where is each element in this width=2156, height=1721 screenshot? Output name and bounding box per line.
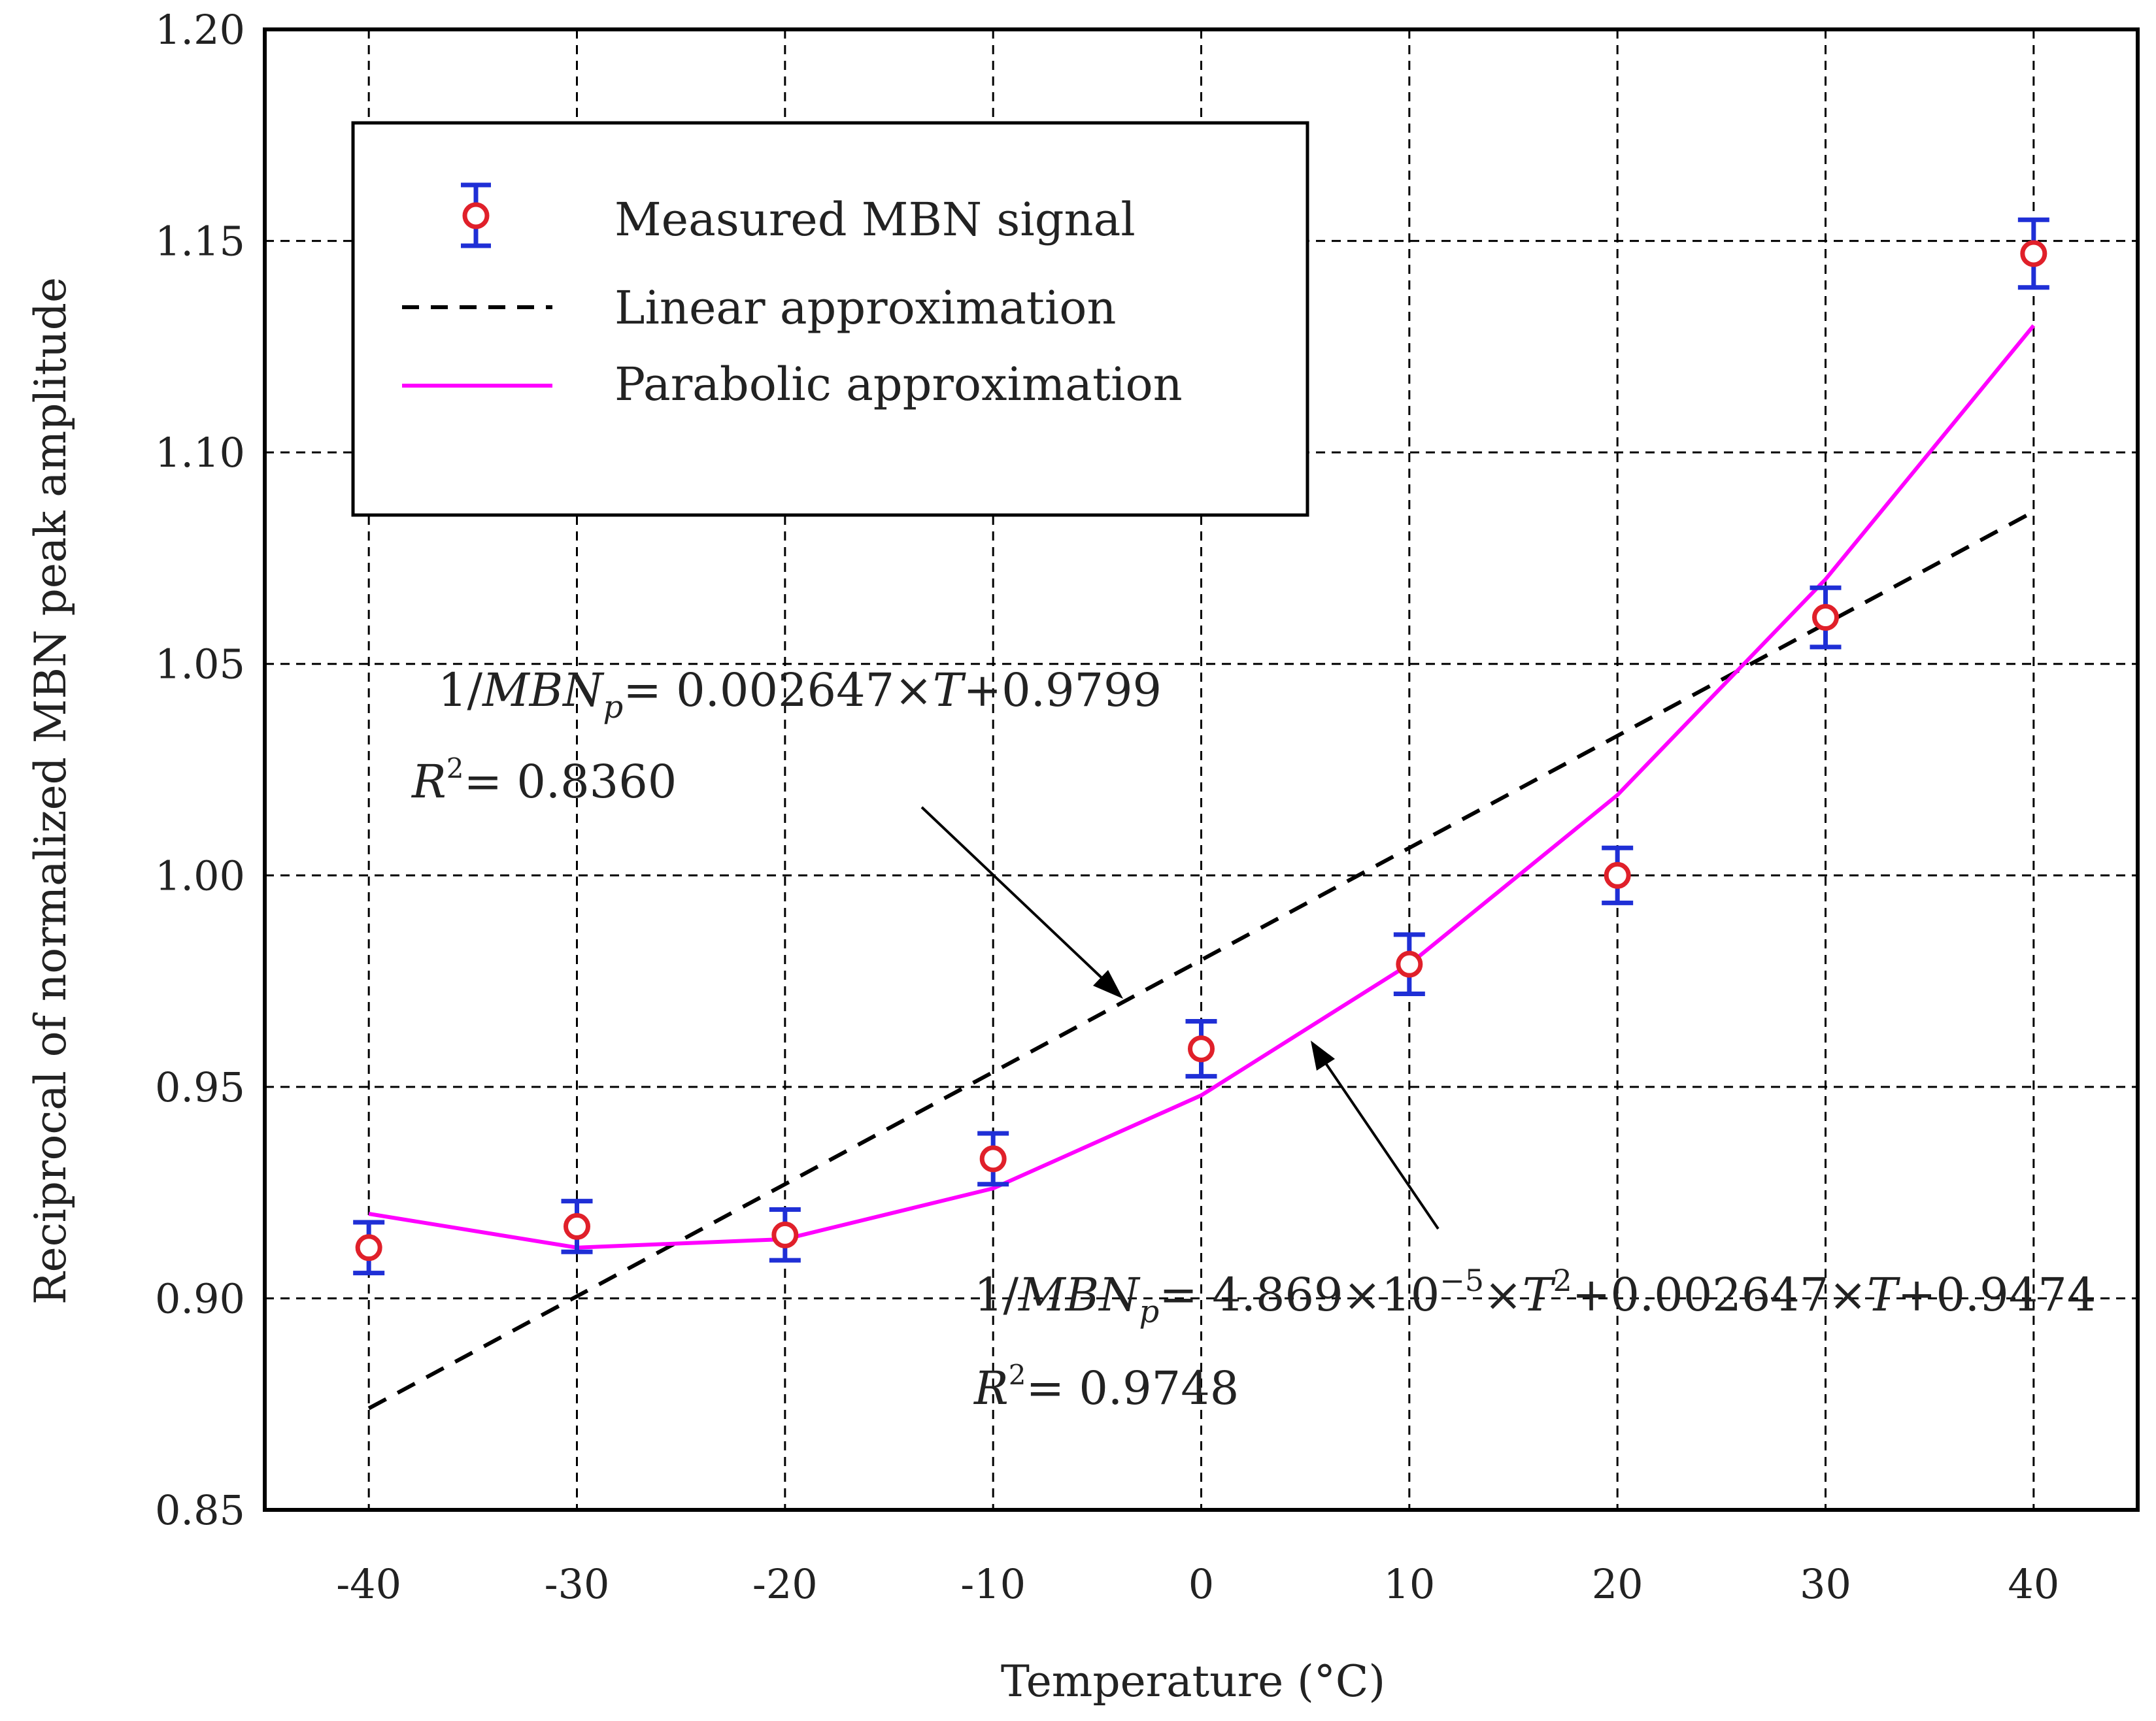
linear-fit-line [367,510,2035,1411]
parabolic-arrowhead [1311,1041,1335,1071]
x-tick-label: 10 [1383,1560,1435,1608]
annotation-parabolic: 1/MBNp= 4.869×10−5×T2+0.002647×T+0.9474 … [973,1041,2096,1415]
measured-marker [1188,1035,1215,1063]
measured-point [1602,845,1634,905]
measured-point [1810,585,1842,650]
parabolic-equation: 1/MBNp= 4.869×10−5×T2+0.002647×T+0.9474 [974,1263,2096,1330]
x-tick-label: 0 [1188,1560,1214,1608]
x-tick-label: -30 [545,1560,610,1608]
measured-marker [1396,950,1423,978]
legend-label-measured: Measured MBN signal [615,193,1136,246]
linear-equation: 1/MBNp= 0.002647×T+0.9799 [438,663,1162,726]
parabolic-arrow [1319,1054,1440,1230]
series-layer [353,217,2049,1411]
y-tick-label: 1.15 [155,218,245,265]
x-tick-labels: -40 -30 -20 -10 0 10 20 30 40 [336,1560,2059,1608]
measured-point [977,1131,1009,1187]
y-axis-title: Reciprocal of normalized MBN peak amplit… [25,277,76,1305]
legend: Measured MBN signal Linear approximation… [351,121,1309,517]
x-tick-label: 40 [2008,1560,2059,1608]
linear-arrowhead [1093,970,1123,999]
measured-marker [1812,604,1839,631]
plot-frame [263,27,2140,1512]
measured-marker [355,1234,382,1262]
x-tick-label: 30 [1800,1560,1851,1608]
measured-point [353,1220,385,1276]
y-tick-label: 1.00 [155,852,245,899]
x-tick-label: -10 [960,1560,1026,1608]
y-tick-label: 1.10 [155,429,245,476]
x-tick-label: -40 [336,1560,401,1608]
measured-marker [564,1212,590,1240]
x-tick-label: -20 [752,1560,818,1608]
parabolic-r2: R2= 0.9748 [973,1359,1239,1415]
x-tick-label: 20 [1592,1560,1643,1608]
annotation-linear: 1/MBNp= 0.002647×T+0.9799 R2= 0.8360 [411,663,1162,999]
measured-point [561,1199,593,1254]
y-tick-label: 1.20 [155,6,245,54]
legend-box [351,121,1309,517]
y-tick-label: 0.85 [155,1486,245,1534]
measured-marker [1604,861,1631,889]
y-tick-label: 0.90 [155,1275,245,1322]
linear-arrow [920,806,1113,988]
measured-point [1393,932,1425,996]
measured-point [769,1207,801,1263]
measured-marker [771,1221,799,1248]
x-axis-title: Temperature (°C) [1001,1656,1385,1707]
grid [265,29,2138,1510]
parabolic-fit-line [368,324,2036,1250]
legend-label-parabolic: Parabolic approximation [615,358,1183,411]
y-tick-label: 0.95 [155,1063,245,1111]
measured-point [2017,217,2049,290]
linear-r2: R2= 0.8360 [411,752,677,809]
y-tick-label: 1.05 [155,641,245,688]
y-tick-labels: 0.85 0.90 0.95 1.00 1.05 1.10 1.15 1.20 [155,6,245,1534]
legend-marker-measured [461,182,491,248]
legend-label-linear: Linear approximation [615,281,1117,335]
measured-marker [979,1145,1007,1173]
measured-marker [2020,240,2047,267]
measured-point [1185,1019,1217,1079]
